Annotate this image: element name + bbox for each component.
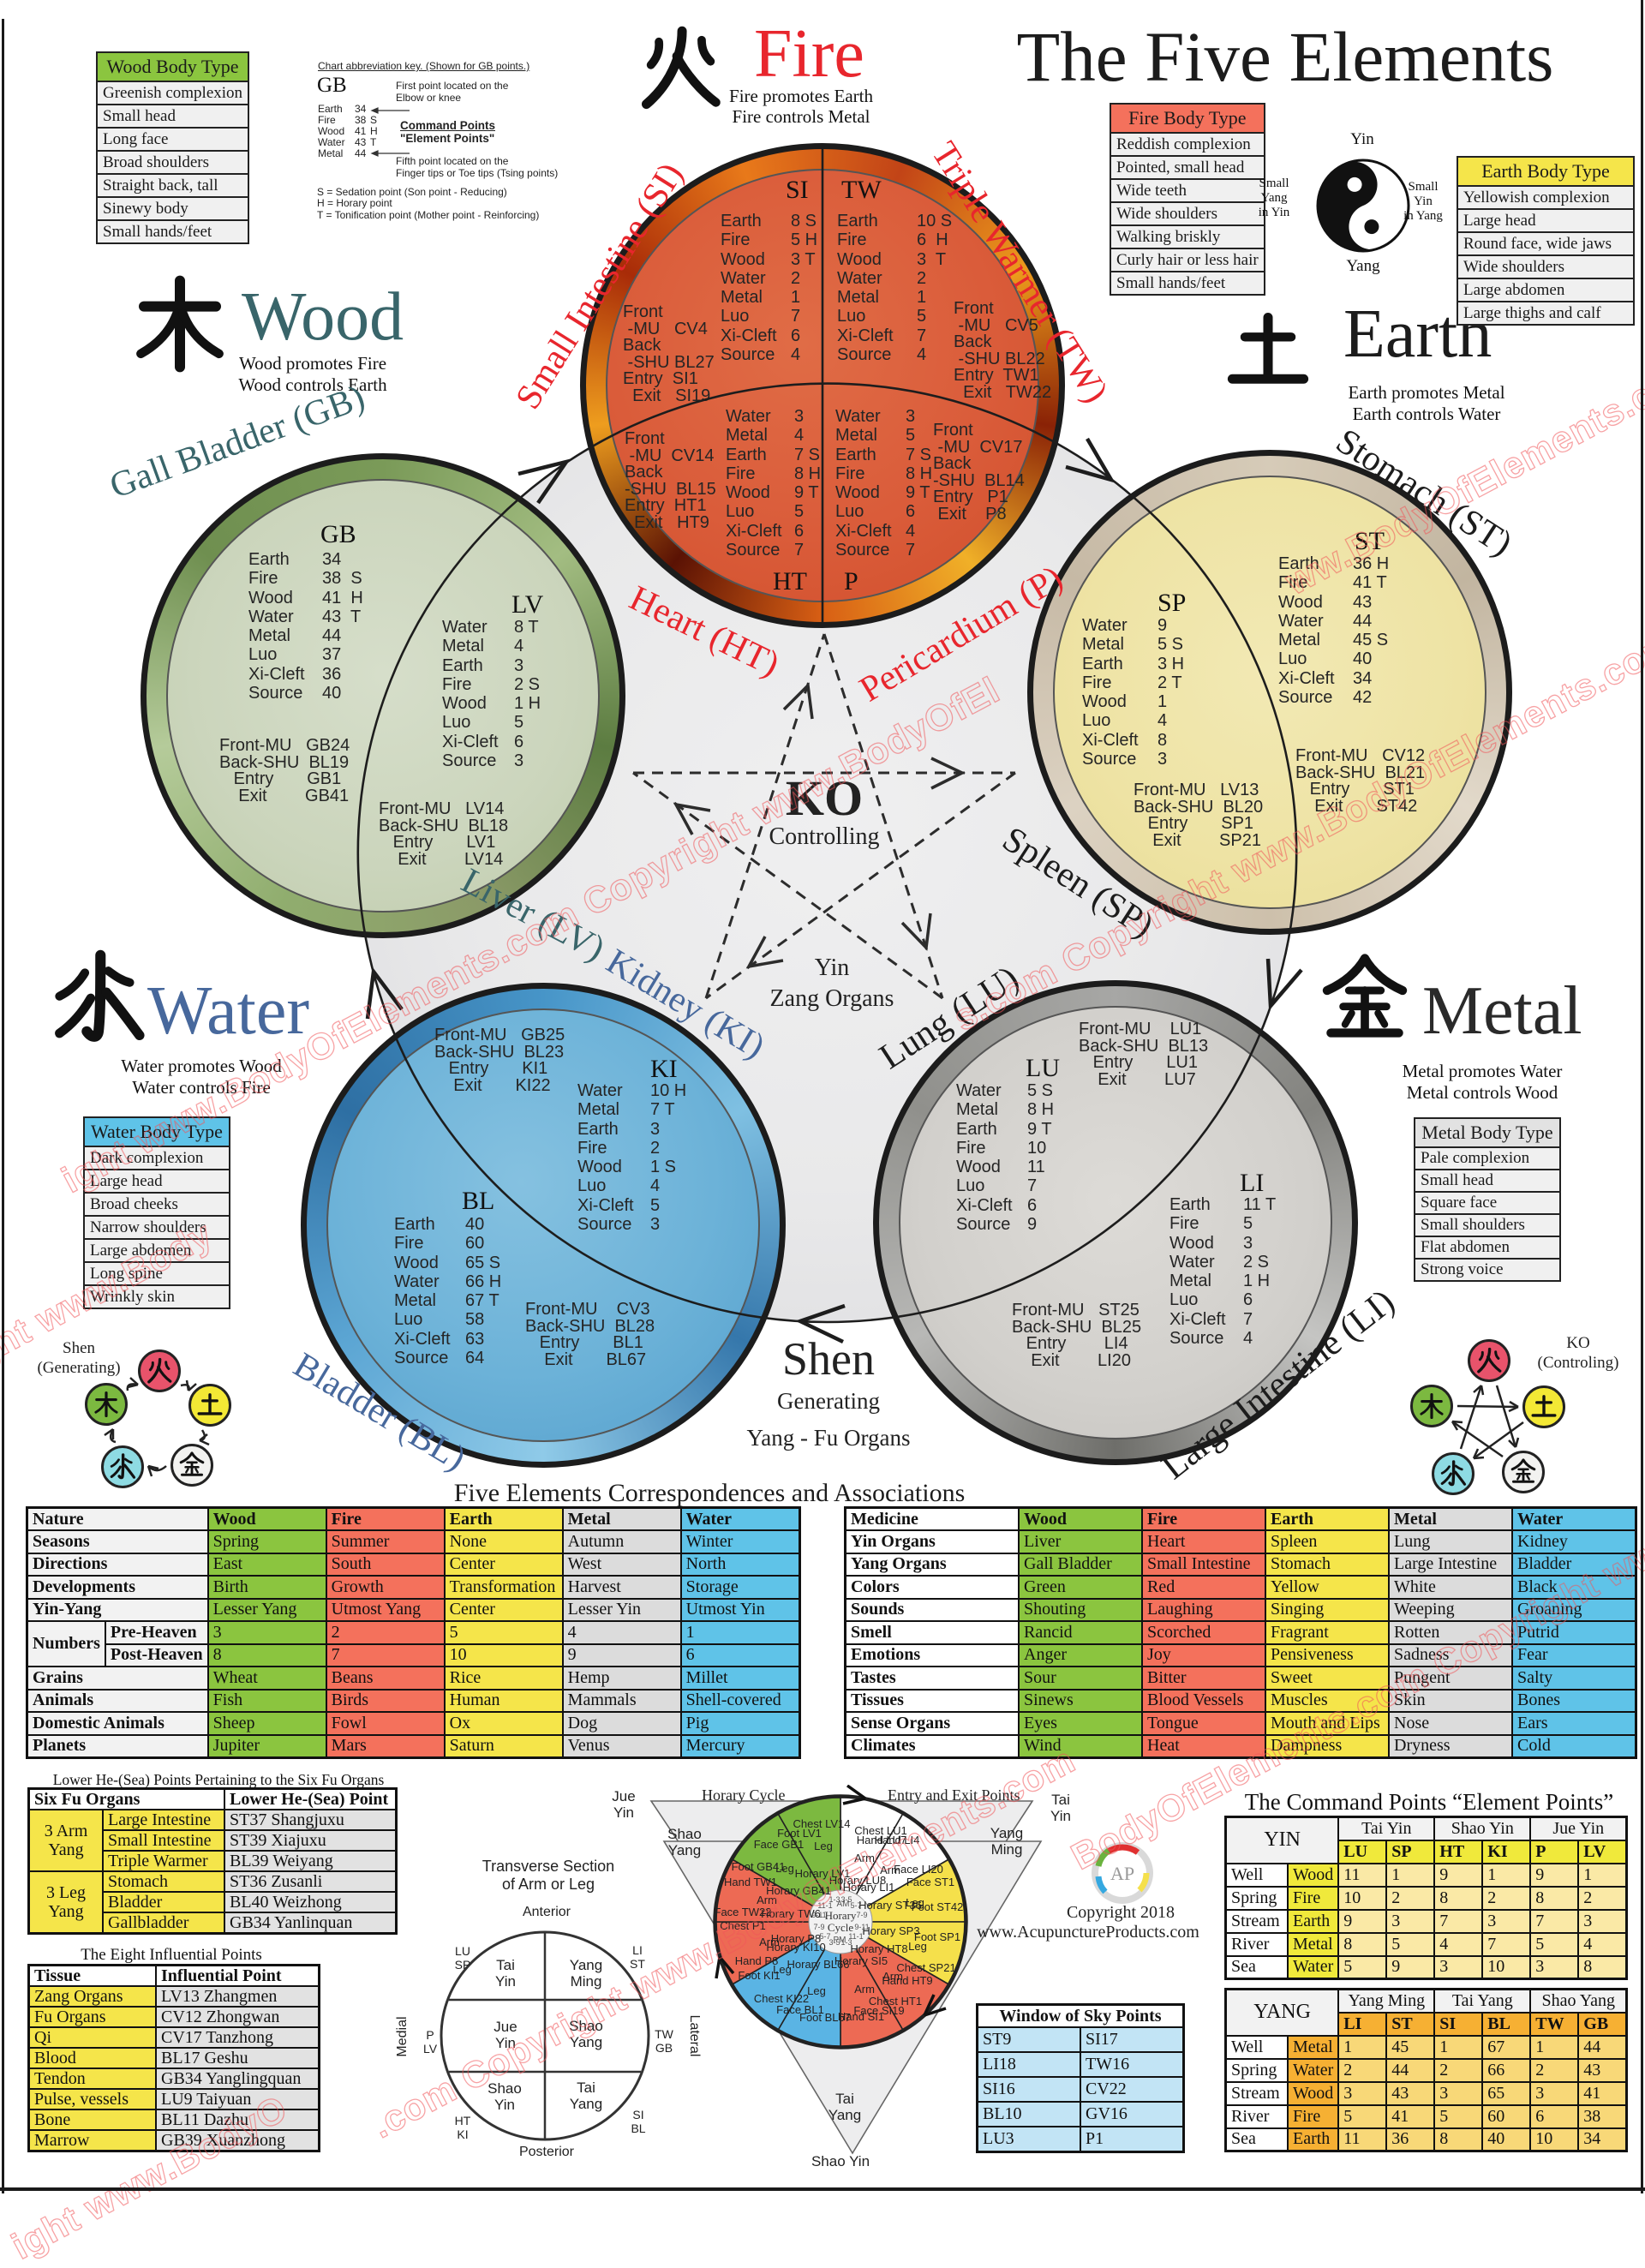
svg-text:AP: AP xyxy=(1110,1863,1134,1884)
